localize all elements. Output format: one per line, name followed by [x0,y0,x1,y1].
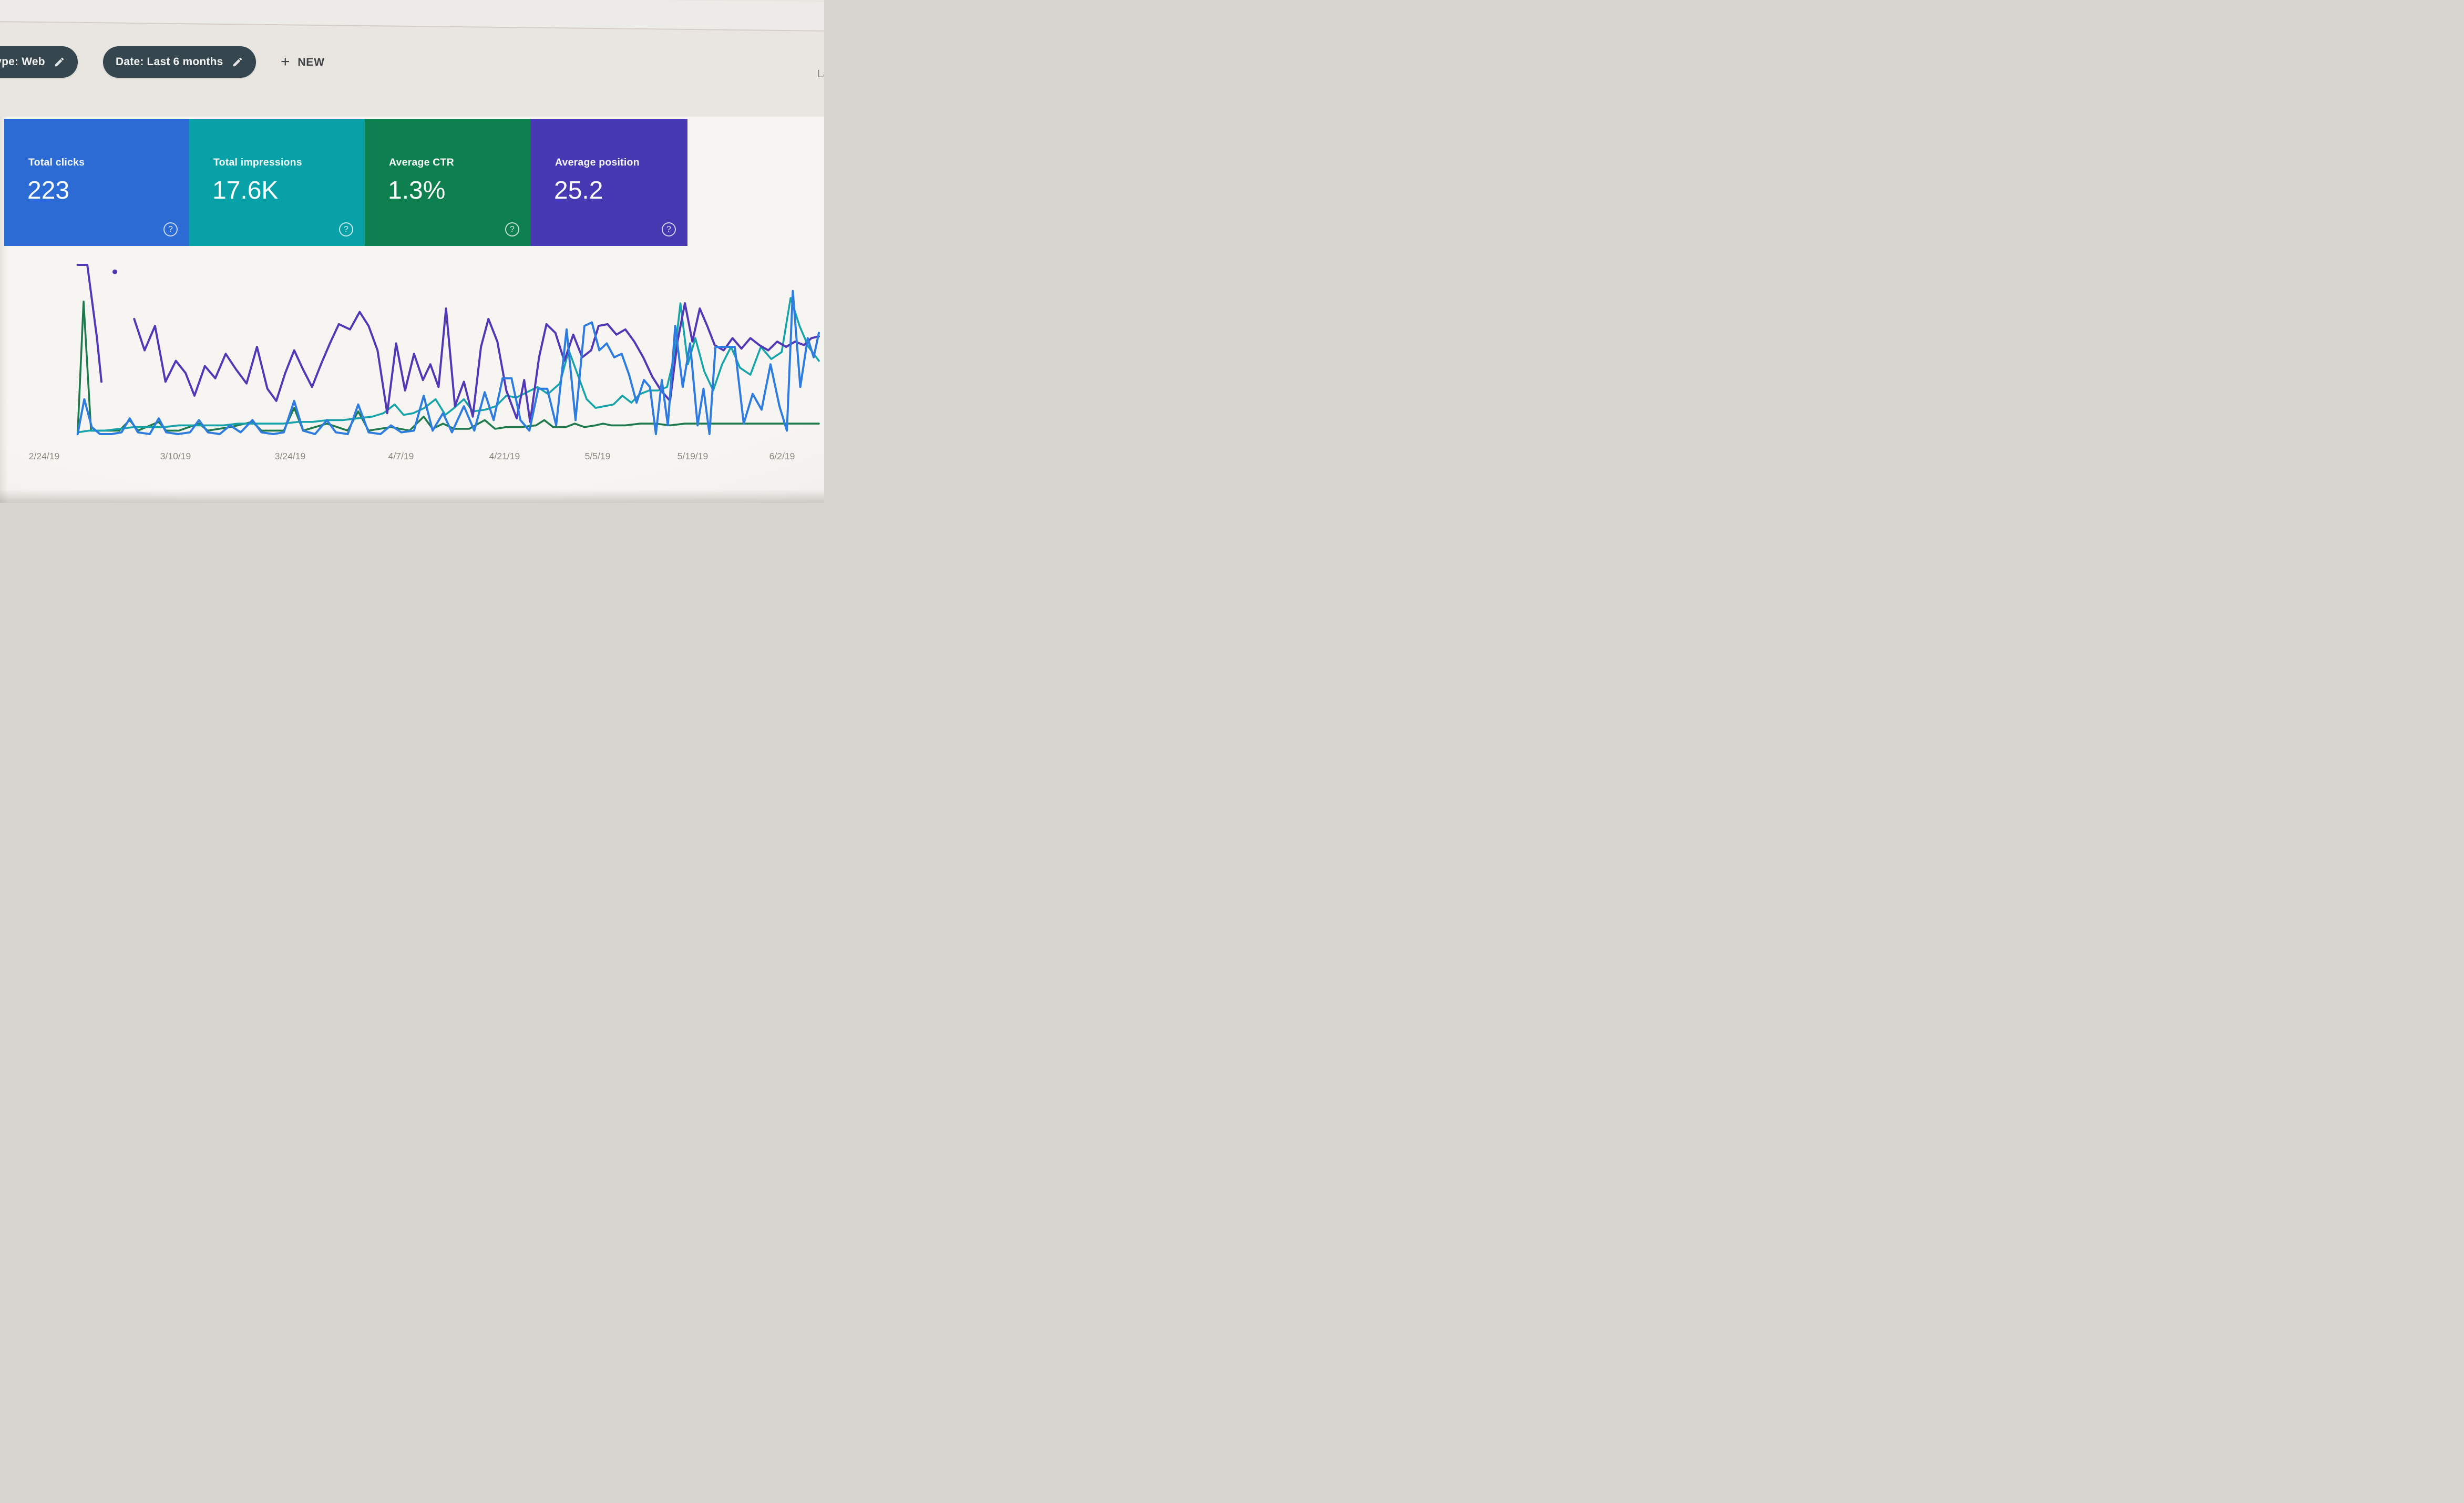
search-type-chip[interactable]: type: Web [0,46,78,78]
metric-card-average-ctr[interactable]: Average CTR 1.3% ? [365,119,531,246]
filter-bar: type: Web Date: Last 6 months + NEW La [0,0,824,117]
date-range-chip[interactable]: Date: Last 6 months [103,46,256,78]
metric-card-label: Total clicks [28,157,85,168]
total-clicks-line [76,290,820,435]
total-impressions-line [76,297,820,434]
new-filter-label: NEW [297,56,325,68]
average-position-line [76,264,102,383]
average-position-line [133,302,820,423]
performance-panel: Total clicks 223 ? Total impressions 17.… [0,117,824,503]
new-filter-button[interactable]: + NEW [278,50,328,75]
metric-card-total-clicks[interactable]: Total clicks 223 ? [4,119,189,246]
help-question-icon[interactable]: ? [662,222,676,236]
top-right-partial-text: La [817,68,824,80]
search-type-chip-label: type: Web [0,56,45,68]
average-ctr-line [76,300,820,435]
plus-icon: + [281,53,291,70]
help-question-icon[interactable]: ? [163,222,178,236]
date-range-chip-label: Date: Last 6 months [116,56,223,68]
metric-card-label: Average position [555,157,640,168]
metric-card-label: Average CTR [389,157,454,168]
performance-chart-canvas [76,264,820,435]
metric-card-value: 1.3% [388,177,446,204]
screen: type: Web Date: Last 6 months + NEW La T… [0,0,824,503]
metric-card-total-impressions[interactable]: Total impressions 17.6K ? [189,119,365,246]
average-position-isolated-point [112,269,117,274]
metric-cards-row: Total clicks 223 ? Total impressions 17.… [4,119,687,246]
metric-card-value: 223 [27,177,70,204]
pencil-edit-icon [232,56,243,68]
metric-card-value: 17.6K [212,177,279,204]
help-question-icon[interactable]: ? [505,222,519,236]
metric-card-value: 25.2 [554,177,603,204]
performance-chart: 2/24/19 3/10/19 3/24/19 4/7/19 4/21/19 5/5/19… [0,246,824,503]
pencil-edit-icon [54,56,65,68]
help-question-icon[interactable]: ? [339,222,353,236]
metric-card-label: Total impressions [213,157,302,168]
metric-card-average-position[interactable]: Average position 25.2 ? [531,119,687,246]
